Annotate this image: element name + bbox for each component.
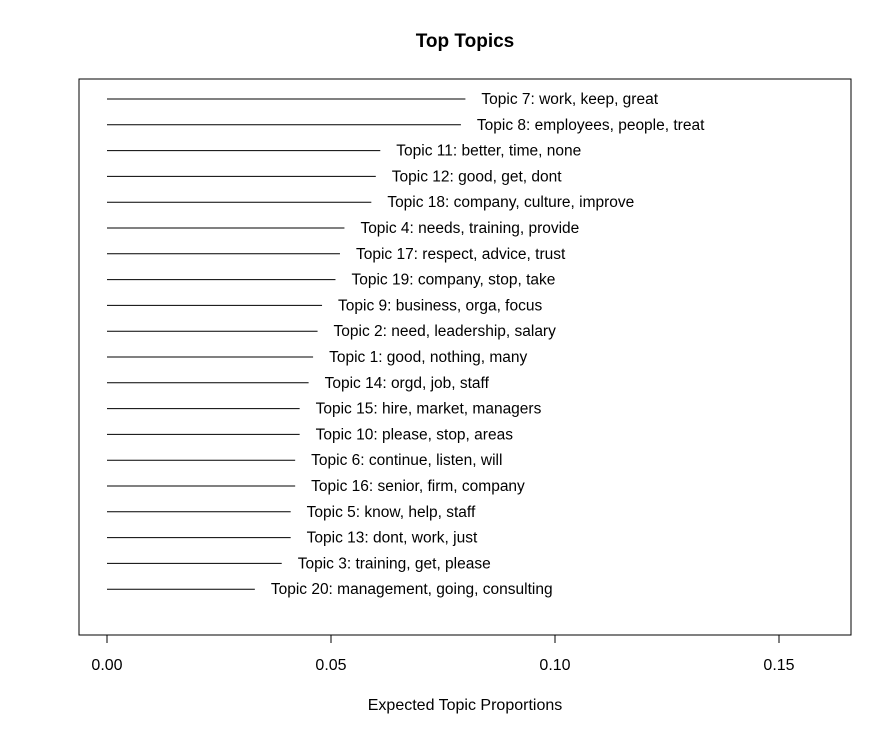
- x-axis-label: Expected Topic Proportions: [368, 697, 562, 714]
- x-tick-label: 0.00: [91, 657, 122, 674]
- bar-label: Topic 6: continue, listen, will: [311, 452, 502, 469]
- bar-label: Topic 7: work, keep, great: [481, 91, 658, 108]
- bar-label: Topic 12: good, get, dont: [392, 168, 562, 185]
- bar-label: Topic 18: company, culture, improve: [387, 194, 634, 211]
- bar-label: Topic 14: orgd, job, staff: [325, 375, 490, 392]
- x-tick-label: 0.10: [539, 657, 570, 674]
- bars: Topic 7: work, keep, great Topic 8: emplo…: [107, 91, 705, 598]
- x-tick-label: 0.05: [315, 657, 346, 674]
- bar-label: Topic 17: respect, advice, trust: [356, 246, 566, 263]
- bar-label: Topic 5: know, help, staff: [307, 504, 476, 521]
- bar-label: Topic 10: please, stop, areas: [316, 426, 514, 443]
- bar-label: Topic 1: good, nothing, many: [329, 349, 527, 366]
- bar-label: Topic 4: needs, training, provide: [360, 220, 579, 237]
- bar-label: Topic 19: company, stop, take: [351, 272, 555, 289]
- bar-label: Topic 8: employees, people, treat: [477, 117, 705, 134]
- chart-title: Top Topics: [416, 31, 515, 52]
- bar-label: Topic 3: training, get, please: [298, 555, 491, 572]
- bar-label: Topic 20: management, going, consulting: [271, 581, 553, 598]
- x-axis: 0.00 0.05 0.10 0.15: [91, 634, 795, 674]
- x-tick-label: 0.15: [763, 657, 794, 674]
- bar-label: Topic 9: business, orga, focus: [338, 297, 542, 314]
- bar-label: Topic 16: senior, firm, company: [311, 478, 525, 495]
- bar-label: Topic 15: hire, market, managers: [316, 401, 542, 418]
- bar-label: Topic 2: need, leadership, salary: [334, 323, 557, 340]
- bar-label: Topic 11: better, time, none: [396, 143, 581, 160]
- bar-label: Topic 13: dont, work, just: [307, 530, 478, 547]
